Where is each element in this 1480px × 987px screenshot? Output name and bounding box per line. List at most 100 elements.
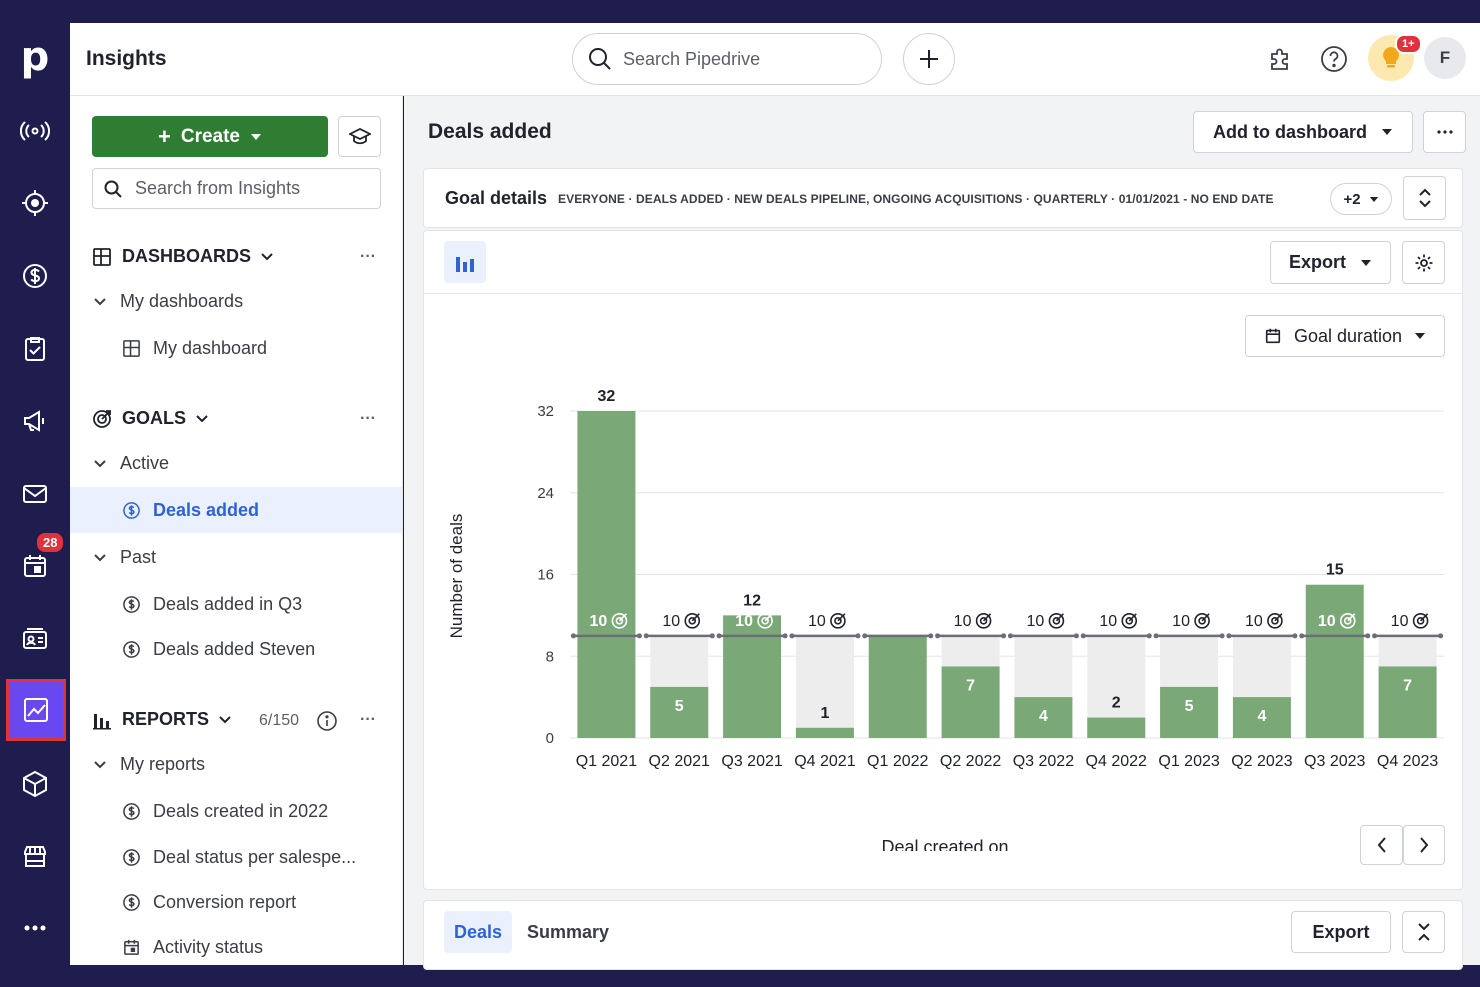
expand-vertical-icon — [1418, 188, 1431, 208]
tips-badge: 1+ — [1395, 34, 1422, 54]
insights-search-input[interactable]: Search from Insights — [92, 168, 381, 209]
x-tick-label: Q2 2022 — [940, 753, 1001, 770]
add-to-dashboard-button[interactable]: Add to dashboard — [1193, 111, 1413, 153]
goal-item-deals-added[interactable]: Deals added — [70, 487, 402, 533]
goal-duration-dropdown[interactable]: Goal duration — [1245, 315, 1445, 357]
report-item[interactable]: Deal status per salespe... — [122, 847, 356, 868]
dashboard-item[interactable]: My dashboard — [122, 338, 267, 359]
dashboards-section-toggle[interactable]: DASHBOARDS — [92, 246, 273, 267]
goal-line-marker — [1372, 633, 1378, 639]
dollar-circle-icon — [123, 641, 140, 658]
report-item[interactable]: Activity status — [122, 937, 263, 958]
reports-count: 6/150 — [259, 712, 300, 729]
more-icon[interactable] — [13, 906, 57, 950]
extensions-icon[interactable] — [1262, 41, 1298, 77]
create-button[interactable]: + Create — [92, 116, 328, 157]
more-horizontal-icon — [1436, 130, 1453, 134]
leads-icon[interactable] — [13, 109, 57, 153]
goal-target-icon — [1048, 613, 1065, 629]
my-reports-group[interactable]: My reports — [94, 754, 205, 775]
chart-prev-button[interactable] — [1360, 825, 1403, 865]
reports-more-button[interactable]: ··· — [360, 711, 376, 728]
past-goals-group[interactable]: Past — [94, 547, 156, 568]
goal-line-marker — [643, 633, 649, 639]
goal-line-marker — [862, 633, 868, 639]
chart-type-button[interactable] — [444, 241, 486, 283]
collapse-icon — [1417, 923, 1430, 941]
goal-item-label: Deals added — [153, 499, 260, 520]
chevron-down-icon — [94, 297, 106, 305]
report-item[interactable]: Deals created in 2022 — [122, 801, 328, 822]
data-label: 2 — [1112, 695, 1121, 712]
caret-down-icon — [1382, 129, 1392, 135]
search-icon — [104, 180, 122, 198]
goal-item[interactable]: Deals added Steven — [122, 639, 315, 660]
active-goals-group[interactable]: Active — [94, 453, 169, 474]
help-icon[interactable] — [1316, 41, 1352, 77]
activities-icon[interactable] — [13, 544, 57, 588]
goal-line-marker — [1226, 633, 1232, 639]
graduation-cap-icon — [348, 127, 371, 144]
value-bar — [650, 686, 709, 738]
my-dashboards-label: My dashboards — [120, 291, 244, 311]
contacts-icon[interactable] — [13, 617, 57, 661]
projects-icon[interactable] — [13, 327, 57, 371]
collapse-table-button[interactable] — [1402, 911, 1445, 953]
goal-value-label: 10 — [1172, 613, 1190, 630]
goals-more-button[interactable]: ··· — [360, 410, 376, 427]
goal-more-filters-button[interactable]: +2 — [1330, 183, 1392, 215]
goal-line-marker — [1146, 633, 1152, 639]
goal-item[interactable]: Deals added in Q3 — [122, 594, 302, 615]
lightbulb-icon — [1383, 47, 1399, 68]
chart-export-button[interactable]: Export — [1270, 241, 1391, 284]
goal-more-count: +2 — [1343, 190, 1361, 208]
reports-section-toggle[interactable]: REPORTS — [92, 709, 231, 730]
report-item[interactable]: Conversion report — [122, 892, 296, 913]
goals-section-toggle[interactable]: GOALS — [92, 408, 208, 429]
insights-icon[interactable] — [6, 679, 66, 741]
deals-icon[interactable] — [13, 254, 57, 298]
products-icon[interactable] — [13, 762, 57, 806]
dashboards-more-button[interactable]: ··· — [360, 248, 376, 265]
expand-collapse-button[interactable] — [1403, 176, 1446, 220]
report-more-button[interactable] — [1423, 111, 1466, 153]
data-label: 5 — [675, 698, 684, 715]
value-bar — [941, 666, 1000, 738]
x-axis-label: Deal created on — [881, 837, 1008, 851]
data-label: 15 — [1326, 562, 1344, 579]
y-tick-label: 16 — [537, 567, 554, 584]
chart-next-button[interactable] — [1403, 825, 1445, 865]
goal-details-meta: EVERYONE · DEALS ADDED · NEW DEALS PIPEL… — [558, 192, 1274, 206]
chart-settings-button[interactable] — [1402, 241, 1445, 284]
target-icon[interactable] — [13, 181, 57, 225]
dashboard-item-label: My dashboard — [153, 338, 268, 358]
report-item-label: Activity status — [153, 937, 264, 957]
pipedrive-logo[interactable]: p — [20, 34, 50, 80]
goal-value-label: 10 — [1245, 613, 1263, 630]
goal-value-label: 10 — [735, 613, 753, 630]
user-avatar[interactable]: F — [1424, 37, 1466, 79]
top-bar: Insights Search Pipedrive 1+ F — [70, 23, 1480, 96]
x-tick-label: Q4 2021 — [794, 753, 855, 770]
main-content: Deals added Add to dashboard Goal detail… — [404, 96, 1480, 970]
x-tick-label: Q3 2021 — [721, 753, 782, 770]
marketplace-icon[interactable] — [13, 834, 57, 878]
info-icon[interactable] — [316, 710, 338, 732]
table-export-button[interactable]: Export — [1291, 911, 1391, 953]
goal-details-bar: Goal details EVERYONE · DEALS ADDED · NE… — [423, 168, 1463, 228]
quick-add-button[interactable] — [903, 33, 955, 85]
search-placeholder: Search Pipedrive — [623, 48, 761, 69]
mail-icon[interactable] — [13, 472, 57, 516]
campaigns-icon[interactable] — [13, 399, 57, 443]
x-tick-label: Q1 2023 — [1158, 753, 1219, 770]
export-label: Export — [1312, 921, 1370, 942]
learn-button[interactable] — [338, 116, 381, 157]
global-search-input[interactable]: Search Pipedrive — [572, 33, 882, 85]
tab-summary[interactable]: Summary — [527, 921, 610, 942]
my-dashboards-group[interactable]: My dashboards — [94, 291, 243, 312]
dollar-circle-icon — [123, 803, 140, 820]
tab-deals[interactable]: Deals — [444, 911, 513, 953]
value-bar — [795, 727, 854, 738]
x-tick-label: Q3 2022 — [1013, 753, 1074, 770]
chevron-down-icon — [94, 760, 106, 768]
